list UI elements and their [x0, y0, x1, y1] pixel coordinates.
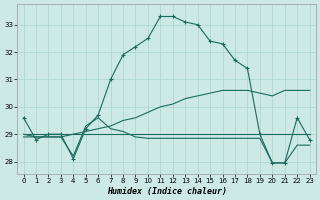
- X-axis label: Humidex (Indice chaleur): Humidex (Indice chaleur): [107, 187, 227, 196]
